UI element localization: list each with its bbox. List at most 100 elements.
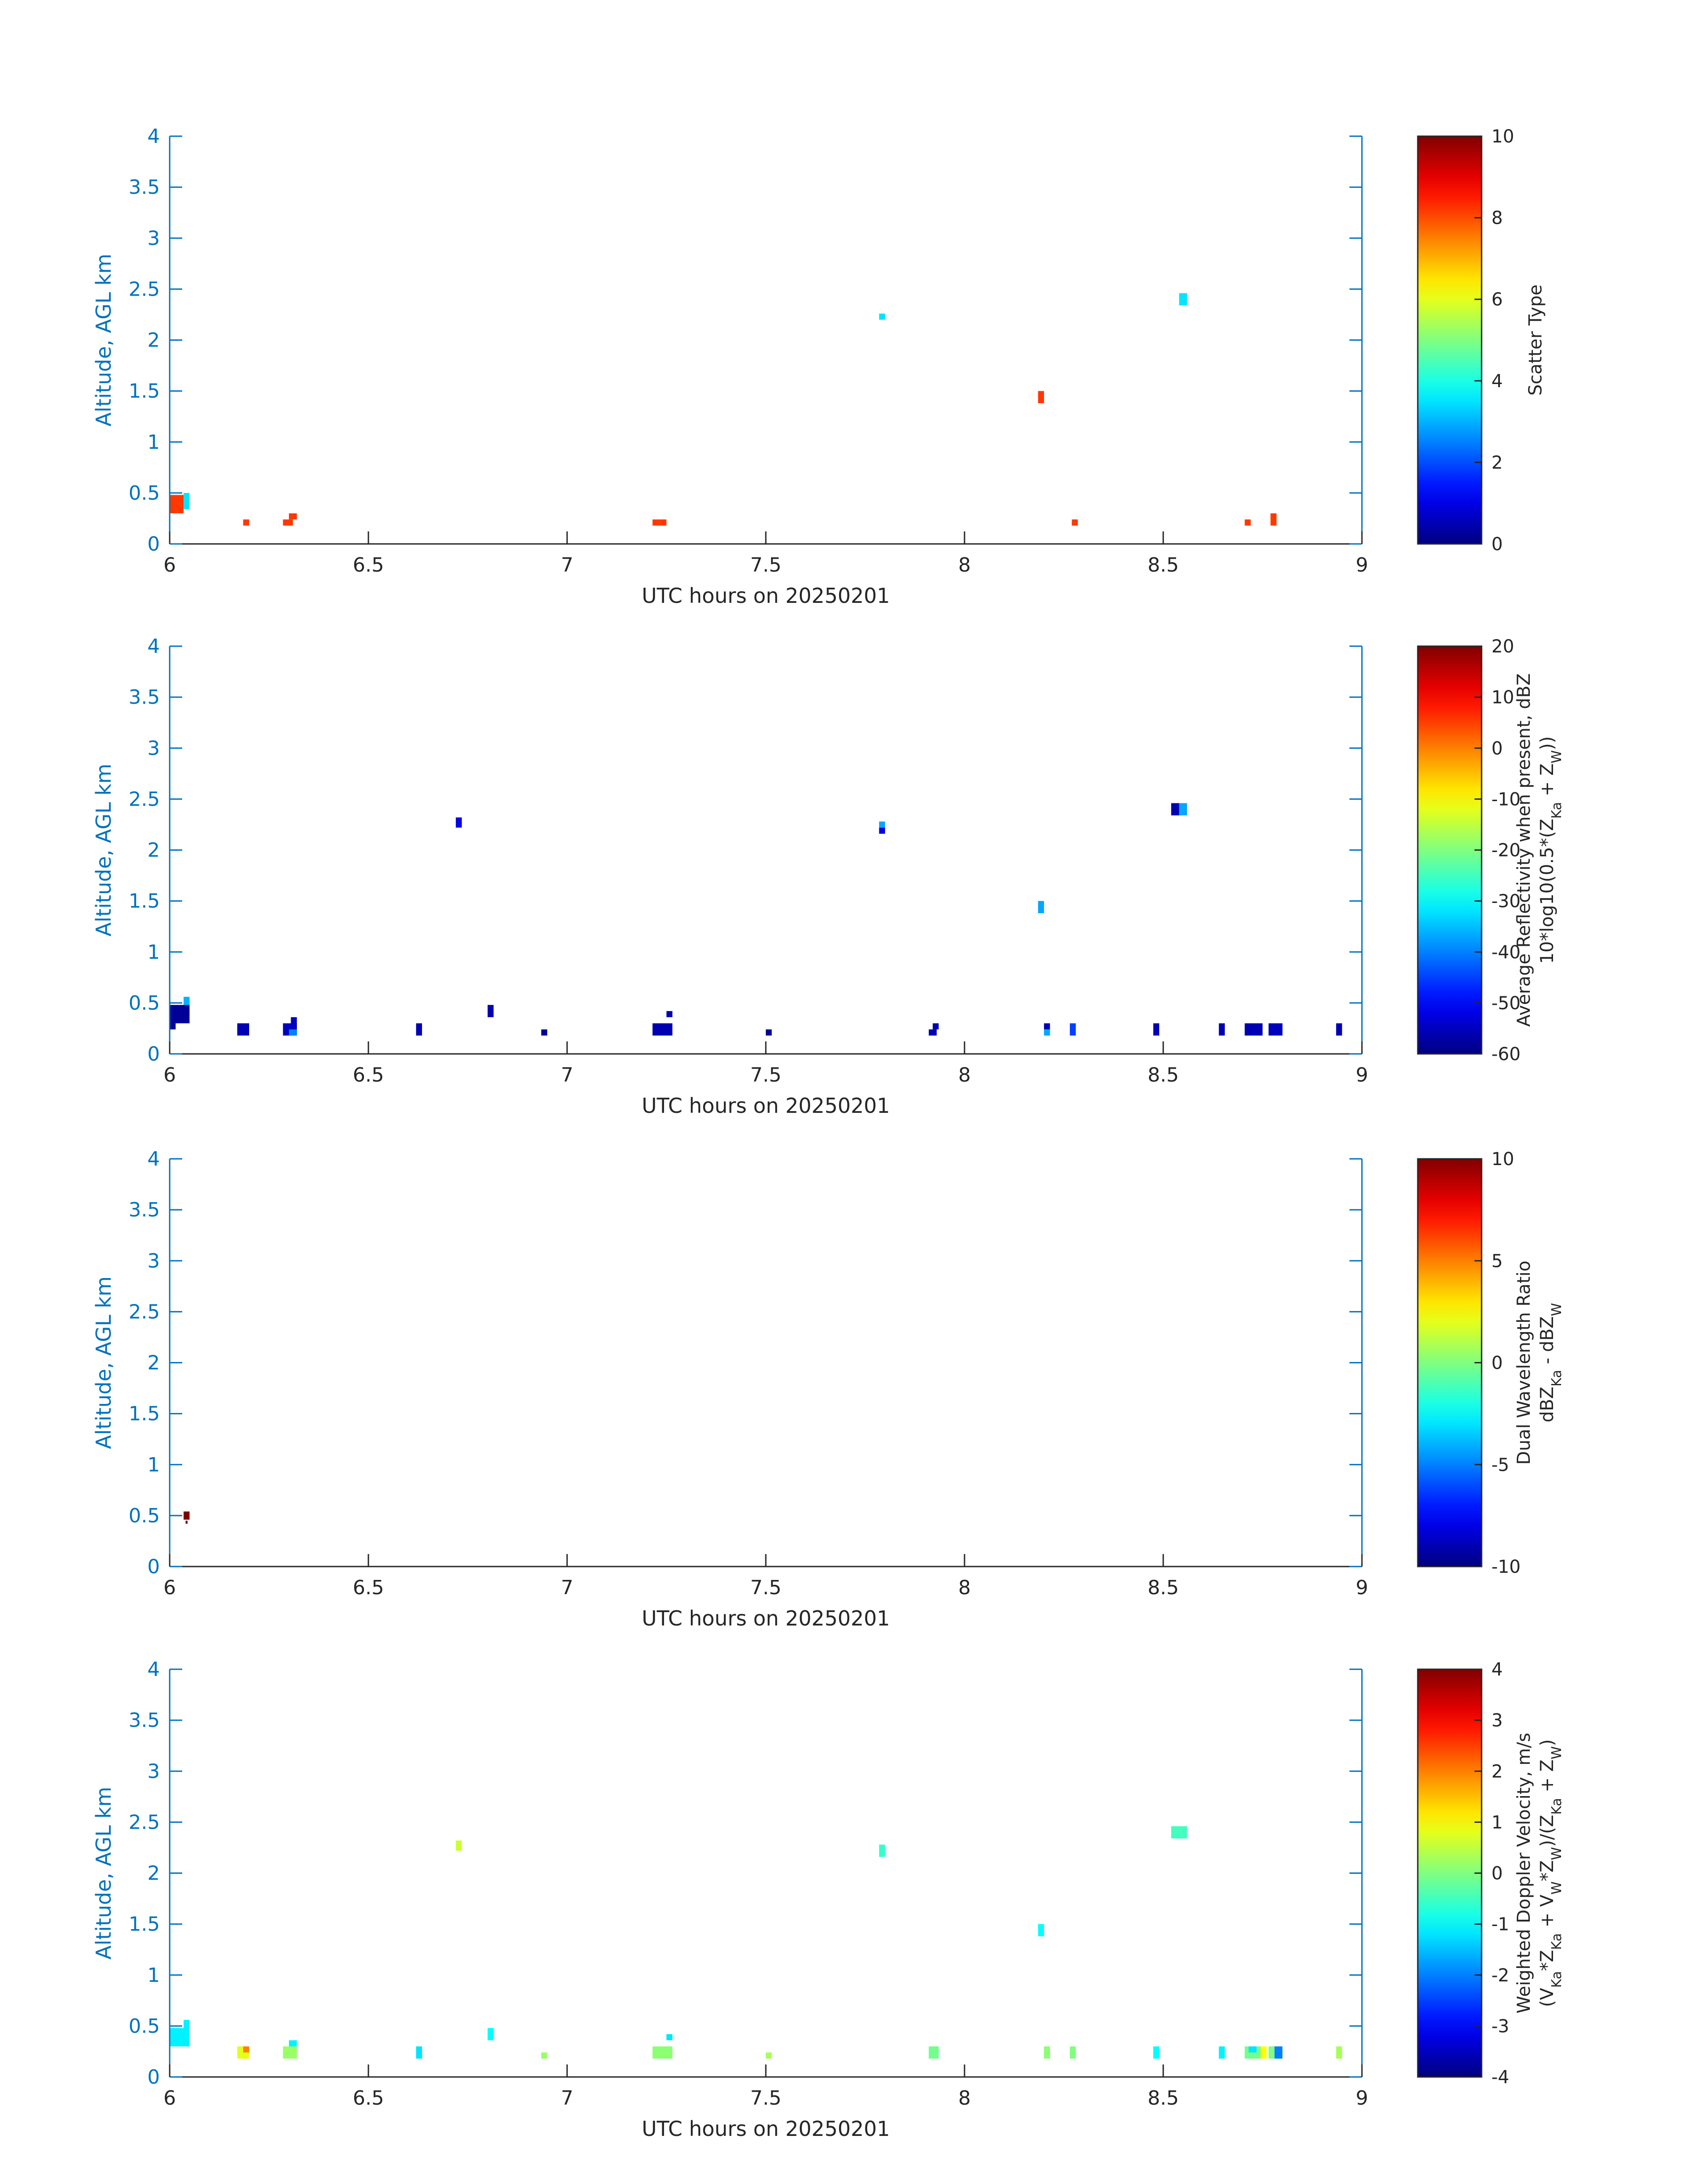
heatmap-cell	[1171, 803, 1179, 815]
heatmap-cell	[1038, 1924, 1044, 1936]
y-tick-label: 2	[147, 839, 160, 862]
x-tick-label: 8.5	[1148, 1064, 1179, 1086]
heatmap-cell	[541, 1029, 547, 1036]
colorbar-tick-label: -20	[1491, 840, 1520, 861]
heatmap-cell	[184, 997, 190, 1005]
heatmap-cell	[652, 519, 667, 526]
colorbar-tick-label: 1	[1491, 1812, 1503, 1833]
panel-4: 0 0.5 1 1.5 2 2.5 3 3.5 4 6 6.5 7 7.5 8 8.5 9 UTC hours …	[92, 1658, 1565, 2141]
colorbar-tick-label: 10	[1491, 687, 1514, 708]
y-tick-label: 0	[147, 2066, 160, 2089]
heatmap-cell	[416, 1023, 422, 1036]
y-tick-label: 2.5	[129, 278, 160, 301]
y-tick-label: 2.5	[129, 1300, 160, 1323]
y-tick-label: 1	[147, 431, 160, 454]
x-tick-label: 6	[163, 554, 176, 577]
colorbar-tick-label: 6	[1491, 289, 1503, 310]
colorbar: -4 -3 -2 -1 0 1 2 3 4 Weighted Doppler Velocity, …	[1417, 1659, 1565, 2088]
heatmap-cell	[1336, 1023, 1342, 1036]
y-tick-label: 0.5	[129, 992, 160, 1015]
heatmap-cell	[1069, 2046, 1076, 2059]
x-tick-label: 8	[958, 2087, 971, 2110]
y-tick-label: 2	[147, 1862, 160, 1885]
heatmap-cell	[1244, 1023, 1263, 1036]
heatmap-cell	[455, 817, 462, 828]
heatmap-cell	[170, 1023, 176, 1030]
y-tick-label: 0.5	[129, 1504, 160, 1527]
colorbar-label: dBZKa - dBZW	[1537, 1303, 1565, 1423]
heatmap-cells	[170, 803, 1342, 1036]
heatmap-cell	[170, 1005, 190, 1024]
heatmap-cell	[185, 1521, 188, 1524]
y-tick-label: 3.5	[129, 1199, 160, 1221]
colorbar-tick-label: 0	[1491, 1864, 1503, 1884]
colorbar-tick-label: -2	[1491, 1965, 1509, 1986]
x-tick-label: 6	[163, 2087, 176, 2110]
heatmap-cell	[1072, 519, 1078, 526]
colorbar-gradient	[1417, 1158, 1482, 1567]
x-tick-label: 7.5	[750, 2087, 781, 2110]
heatmap-cell	[1274, 2046, 1282, 2059]
x-tick-label: 6	[163, 1576, 176, 1599]
heatmap-cell	[1038, 391, 1044, 403]
heatmap-cells	[170, 1826, 1342, 2059]
x-axis-label: UTC hours on 20250201	[642, 1094, 890, 1118]
y-tick-label: 1	[147, 1964, 160, 1987]
colorbar-tick-label: 3	[1491, 1710, 1503, 1731]
heatmap-cell	[1069, 1023, 1076, 1036]
y-axis-label: Altitude, AGL km	[92, 1276, 116, 1449]
y-tick-label: 4	[147, 1658, 160, 1681]
heatmap-cell	[879, 821, 885, 828]
heatmap-cell	[283, 519, 293, 526]
heatmap-cell	[1268, 2046, 1275, 2059]
heatmap-cell	[652, 1023, 672, 1036]
y-tick-label: 3	[147, 737, 160, 760]
heatmap-cell	[1268, 1023, 1283, 1036]
heatmap-cell	[416, 2046, 422, 2059]
heatmap-cell	[289, 1029, 297, 1036]
y-tick-label: 2	[147, 329, 160, 352]
colorbar-tick-label: 2	[1491, 452, 1503, 473]
heatmap-cell	[1179, 293, 1187, 305]
colorbar-tick-label: -40	[1491, 942, 1520, 963]
heatmap-cell	[170, 495, 184, 514]
y-tick-label: 0	[147, 1043, 160, 1066]
y-tick-label: 1.5	[129, 1403, 160, 1425]
heatmap-cell	[1171, 1826, 1187, 1839]
y-tick-label: 1.5	[129, 380, 160, 403]
y-tick-label: 4	[147, 1148, 160, 1170]
colorbar-tick-label: 4	[1491, 1659, 1503, 1680]
colorbar-tick-label: 0	[1491, 1353, 1503, 1374]
heatmap-cell	[932, 1023, 939, 1030]
x-tick-label: 7	[561, 2087, 573, 2110]
colorbar-tick-label: -60	[1491, 1044, 1520, 1065]
panel-1: 0 0.5 1 1.5 2 2.5 3 3.5 4 6 6.5 7 7.5 8 8.5 9 UTC hours …	[92, 125, 1546, 608]
colorbar-tick-label: -10	[1491, 1557, 1520, 1577]
heatmap-cell	[1044, 1029, 1050, 1036]
heatmap-cell	[1270, 513, 1277, 526]
y-tick-label: 3.5	[129, 176, 160, 199]
heatmap-cell	[237, 1023, 249, 1036]
heatmap-cell	[928, 1029, 937, 1036]
y-tick-label: 0	[147, 1555, 160, 1578]
x-tick-label: 8.5	[1148, 1576, 1179, 1599]
y-tick-label: 2.5	[129, 1811, 160, 1834]
heatmap-cells	[170, 293, 1277, 526]
colorbar-label: Scatter Type	[1525, 284, 1546, 396]
colorbar-tick-label: -50	[1491, 993, 1520, 1014]
heatmap-cell	[541, 2052, 547, 2059]
colorbar-label: (VKa*ZKa + VW*ZW)/(ZKa + ZW)	[1537, 1739, 1565, 2007]
colorbar-label: Average Reflectivity when present, dBZ	[1514, 673, 1534, 1027]
x-axis-label: UTC hours on 20250201	[642, 2117, 890, 2141]
x-tick-label: 7	[561, 1064, 573, 1086]
y-tick-label: 4	[147, 635, 160, 658]
heatmap-cell	[1219, 1023, 1225, 1036]
panel-3: 0 0.5 1 1.5 2 2.5 3 3.5 4 6 6.5 7 7.5 8 8.5 9 UTC hours …	[92, 1148, 1565, 1630]
heatmap-cell	[1219, 2046, 1225, 2059]
colorbar-tick-label: 0	[1491, 534, 1503, 555]
heatmap-cell	[1244, 519, 1251, 526]
y-tick-label: 2	[147, 1352, 160, 1375]
x-tick-label: 8	[958, 554, 971, 577]
colorbar-tick-label: 5	[1491, 1251, 1503, 1271]
